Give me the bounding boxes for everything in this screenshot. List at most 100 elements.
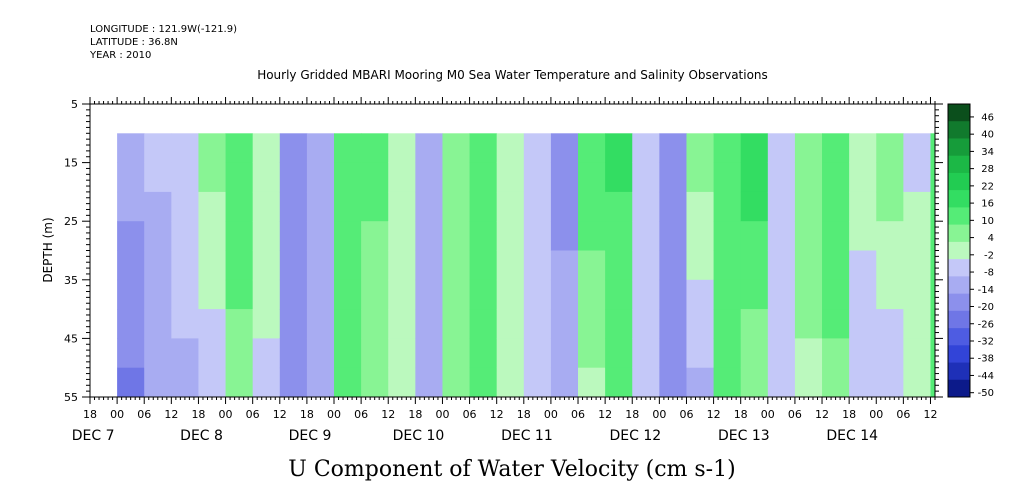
heatmap-cell [279, 250, 308, 281]
x-day-label: DEC 10 [393, 428, 445, 444]
axes-layer: 5 15 25 35 45 55 18 00 06 12 18 00 06 12 18 00 06 12 18 00 0… [64, 97, 943, 444]
x-hour-label: 12 [923, 408, 937, 421]
heatmap-cell [550, 309, 579, 339]
heatmap-cell [361, 279, 389, 310]
heatmap-cell [930, 221, 936, 251]
heatmap-cell [713, 133, 742, 163]
heatmap-cell [686, 367, 714, 398]
heatmap-cell [523, 367, 552, 398]
heatmap-cell [767, 309, 796, 339]
heatmap-cell [388, 162, 416, 193]
heatmap-cell [930, 367, 936, 398]
heatmap-cell [605, 250, 633, 281]
colorbar-label: -14 [978, 285, 994, 296]
heatmap-cell [279, 133, 308, 163]
heatmap-cell [686, 133, 714, 163]
heatmap-cell [306, 309, 335, 339]
heatmap-cell [306, 338, 335, 369]
x-hour-label: 18 [842, 408, 856, 421]
heatmap-cell [361, 250, 389, 281]
heatmap-cell [876, 279, 904, 310]
heatmap-cell [388, 221, 416, 251]
colorbar-swatch [948, 121, 970, 139]
heatmap-cell [171, 309, 199, 339]
x-day-label: DEC 11 [501, 428, 553, 444]
heatmap-cell [686, 162, 714, 193]
heatmap-cell [388, 338, 416, 369]
heatmap-cell [740, 250, 769, 281]
heatmap-cell [388, 191, 416, 222]
x-day-label: DEC 9 [289, 428, 332, 444]
x-hour-label: 18 [191, 408, 205, 421]
heatmap-cell [117, 309, 145, 339]
colorbar-label: 22 [981, 181, 994, 192]
heatmap-cell [252, 221, 281, 251]
y-tick-label: 5 [71, 98, 78, 111]
heatmap-cell [171, 162, 199, 193]
colorbar-label: 16 [981, 199, 994, 210]
heatmap-cell [578, 338, 606, 369]
heatmap-cell [740, 309, 769, 339]
heatmap-cell [632, 162, 660, 193]
heatmap-cell [876, 191, 904, 222]
x-hour-label: 06 [354, 408, 368, 421]
heatmap-cell [740, 162, 769, 193]
heatmap-cell [117, 279, 145, 310]
x-hour-label: 00 [544, 408, 558, 421]
heatmap-cell [794, 309, 823, 339]
heatmap-cell [659, 162, 687, 193]
y-tick-label: 25 [64, 215, 78, 228]
heatmap-cell [849, 221, 877, 251]
heatmap-cell [279, 367, 308, 398]
colorbar-swatch [948, 293, 970, 312]
heatmap-cell [822, 309, 850, 339]
x-hour-label: 00 [110, 408, 124, 421]
heatmap-cell [334, 250, 362, 281]
colorbar-label: 34 [981, 147, 994, 158]
x-hour-label: 12 [164, 408, 178, 421]
heatmap-cell [876, 309, 904, 339]
x-hour-label: 06 [571, 408, 585, 421]
heatmap-cell [632, 367, 660, 398]
heatmap-cell [496, 133, 525, 163]
heatmap-cell [767, 221, 796, 251]
x-hour-label: 18 [517, 408, 531, 421]
x-hour-label: 12 [273, 408, 287, 421]
heatmap-cell [659, 250, 687, 281]
colorbar-label: -38 [978, 354, 994, 365]
heatmap-cell [225, 191, 254, 222]
heatmap-cell [388, 309, 416, 339]
x-hour-label: 18 [625, 408, 639, 421]
colorbar-swatch [948, 379, 970, 398]
colorbar-swatch [948, 276, 970, 294]
heatmap-cell [550, 250, 579, 281]
heatmap-cell [334, 133, 362, 163]
x-hour-label: 12 [815, 408, 829, 421]
heatmap-cell [442, 133, 470, 163]
heatmap-cell [415, 279, 443, 310]
x-hour-label: 00 [327, 408, 341, 421]
heatmap-cell [334, 338, 362, 369]
heatmap-cell [523, 309, 552, 339]
heatmap-cell [225, 162, 254, 193]
heatmap-cell [252, 162, 281, 193]
heatmap-cell [279, 279, 308, 310]
heatmap-cell [442, 367, 470, 398]
heatmap-cell [171, 250, 199, 281]
heatmap-cell [361, 191, 389, 222]
heatmap-cell [794, 250, 823, 281]
heatmap-cell [279, 191, 308, 222]
x-hour-label: 00 [435, 408, 449, 421]
heatmap-cell [171, 279, 199, 310]
heatmap-cell [550, 221, 579, 251]
heatmap-cell [767, 162, 796, 193]
heatmap-cell [930, 133, 936, 163]
y-axis-title: DEPTH (m) [41, 217, 55, 282]
heatmap-cell [822, 133, 850, 163]
heatmap-cell [144, 279, 172, 310]
heatmap-cell [306, 191, 335, 222]
heatmap-cell [605, 309, 633, 339]
heatmap-cell [415, 162, 443, 193]
heatmap-cell [930, 250, 936, 281]
colorbar-label: 40 [981, 130, 994, 141]
